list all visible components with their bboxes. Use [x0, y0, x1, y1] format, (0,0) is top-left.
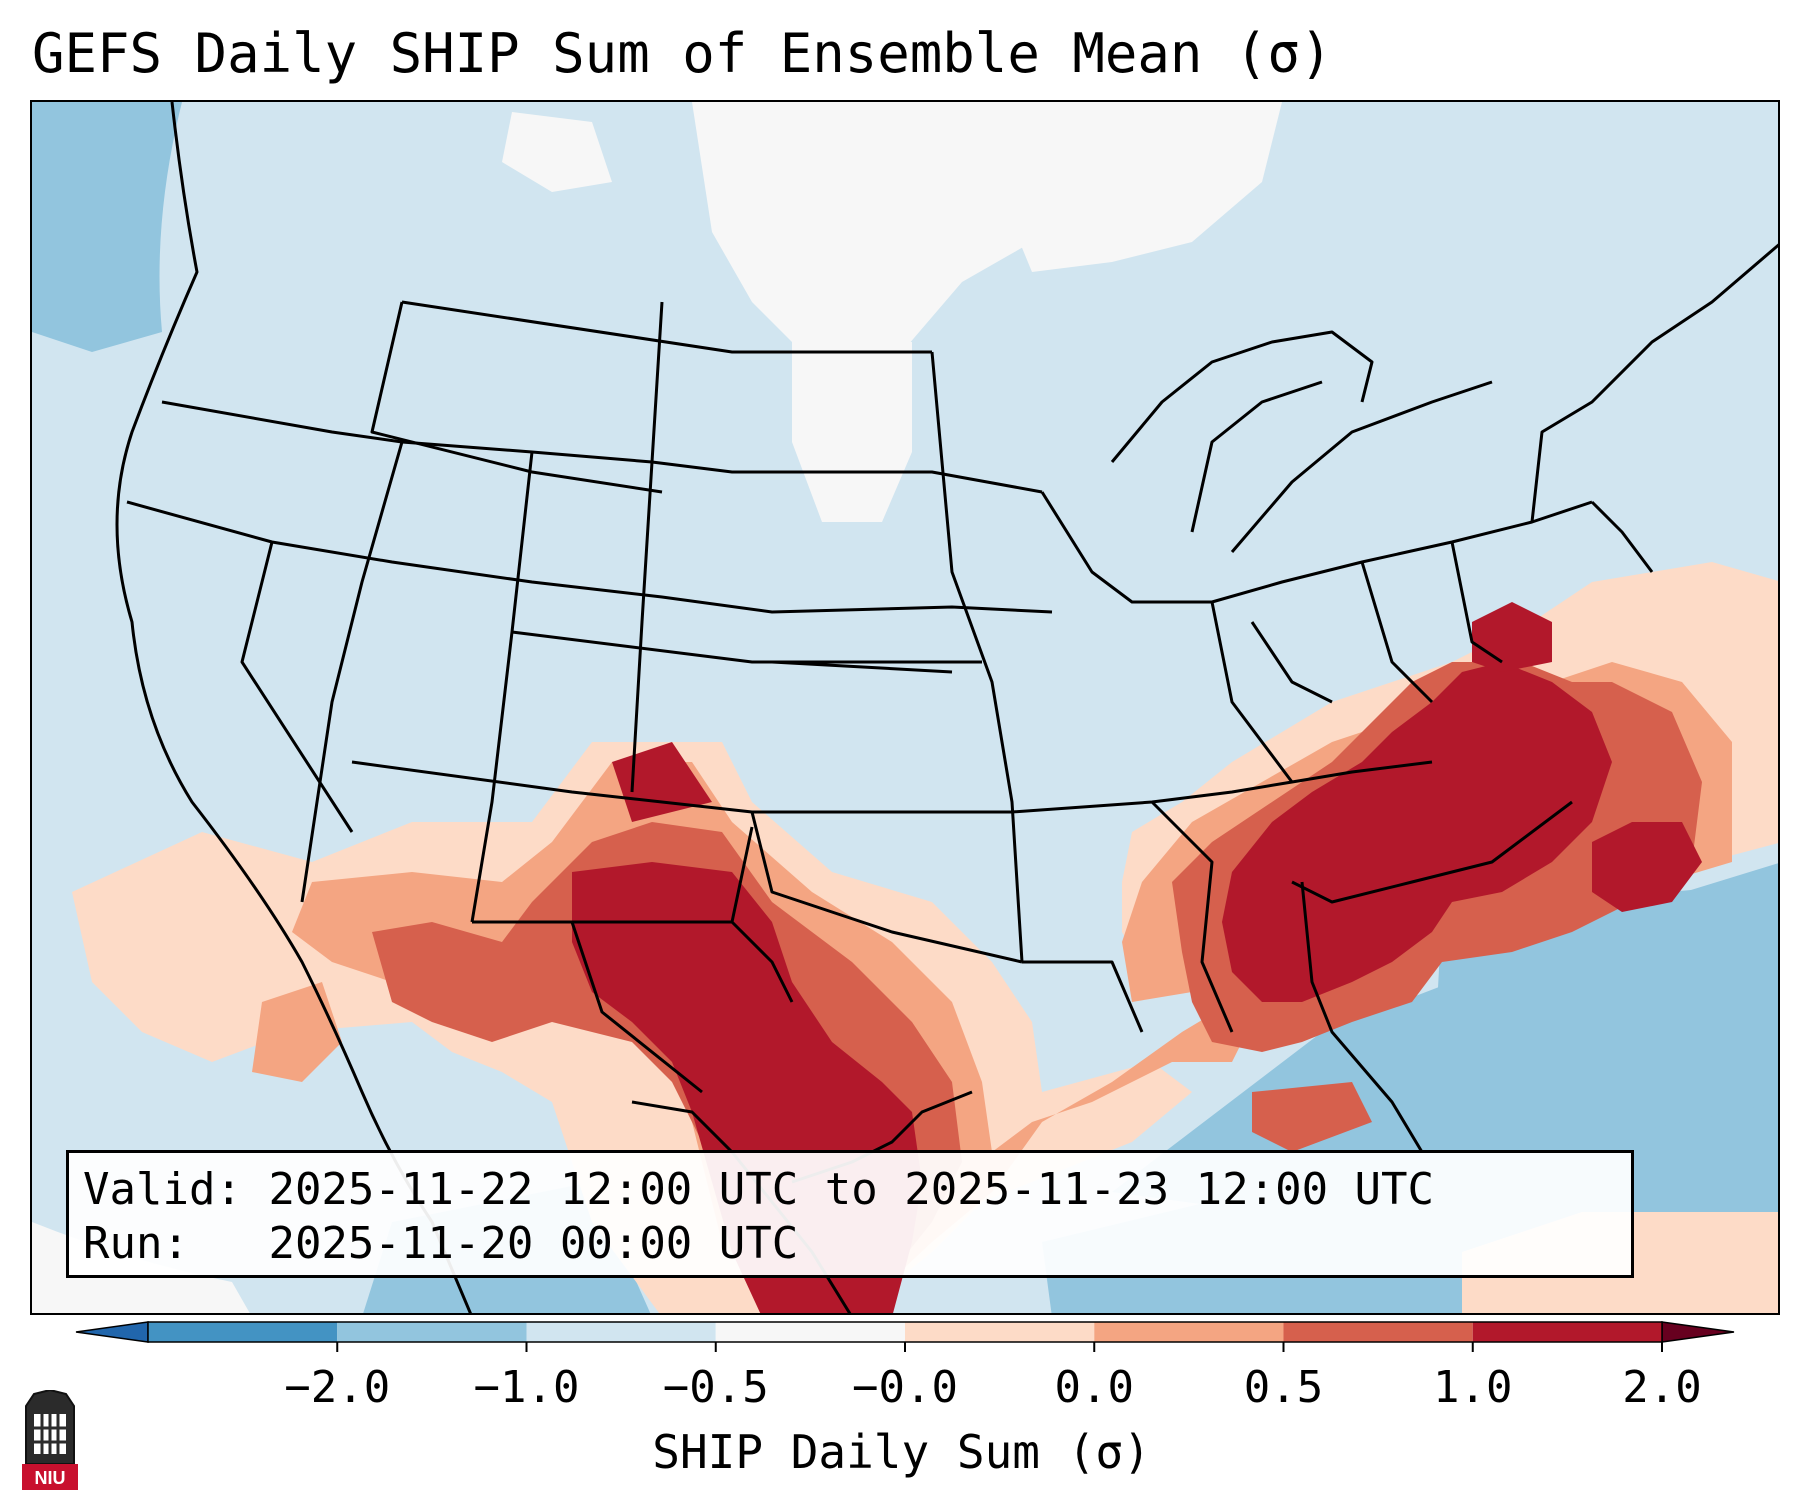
run-label: Run:	[83, 1218, 189, 1269]
valid-label: Valid:	[83, 1164, 242, 1215]
niu-logo: NIU	[22, 1390, 78, 1490]
map-panel[interactable]	[30, 100, 1780, 1315]
colorbar-segment	[1094, 1322, 1284, 1342]
colorbar-tick-label: −0.5	[662, 1362, 769, 1413]
colorbar-tick-label: −1.0	[473, 1362, 580, 1413]
colorbar-segment	[148, 1322, 338, 1342]
valid-time: 2025-11-22 12:00 UTC to 2025-11-23 12:00…	[268, 1164, 1435, 1215]
colorbar-extend-low	[75, 1321, 149, 1343]
logo-text: NIU	[35, 1468, 66, 1488]
colorbar-tick-label: 2.0	[1622, 1362, 1702, 1413]
map-title: GEFS Daily SHIP Sum of Ensemble Mean (σ)	[32, 22, 1333, 85]
state-boundaries	[115, 102, 1778, 1313]
colorbar-tick-label: 0.5	[1243, 1362, 1324, 1413]
colorbar-segment	[1283, 1322, 1473, 1342]
colorbar-segment	[526, 1322, 716, 1342]
neutral-field	[32, 102, 1282, 1313]
colorbar-label: SHIP Daily Sum (σ)	[652, 1425, 1151, 1479]
valid-run-info: Valid: 2025-11-22 12:00 UTC to 2025-11-2…	[66, 1150, 1634, 1278]
run-time: 2025-11-20 00:00 UTC	[268, 1218, 799, 1269]
colorbar-extend-high	[1661, 1321, 1735, 1343]
map-canvas	[32, 102, 1778, 1313]
colorbar-tick-label: −0.0	[852, 1362, 958, 1413]
colorbar-segment	[337, 1322, 527, 1342]
colorbar-tick-label: −2.0	[284, 1362, 391, 1413]
colorbar-frame	[147, 1321, 1663, 1343]
colorbar-tick-label: 1.0	[1433, 1362, 1513, 1413]
colorbar-tick-label: 0.0	[1054, 1362, 1134, 1413]
colorbar-segment	[905, 1322, 1095, 1342]
colorbar-segment	[715, 1322, 905, 1342]
colorbar-segment	[1472, 1322, 1662, 1342]
